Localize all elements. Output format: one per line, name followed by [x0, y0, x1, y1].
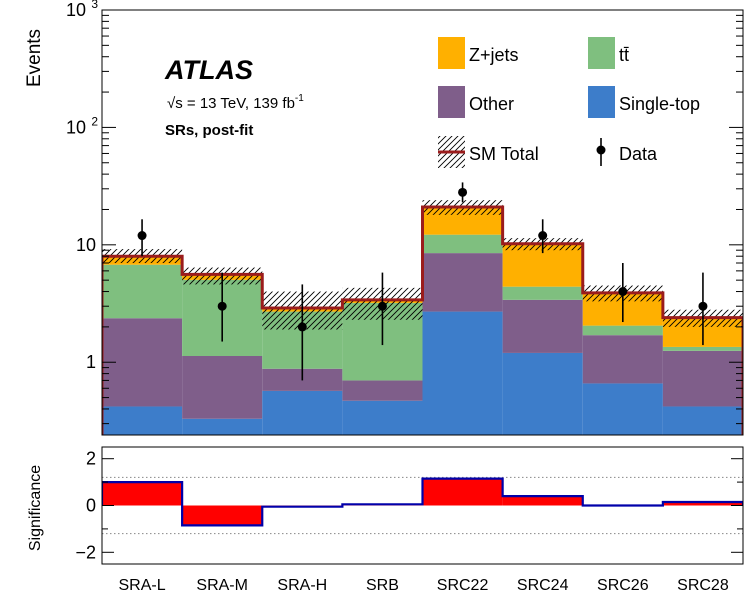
y-tick-label: 10 [76, 235, 96, 255]
sig-y-ticks: −2 0 2 [75, 449, 743, 562]
data-point-3 [377, 301, 387, 311]
bar-other-1 [182, 355, 263, 419]
x-tick-label-src28: SRC28 [677, 577, 729, 594]
data-points [137, 182, 708, 381]
data-point-0 [137, 231, 147, 241]
x-tick-label-src22: SRC22 [437, 577, 489, 594]
data-point-7 [698, 301, 708, 311]
data-point-2 [297, 322, 307, 332]
x-tick-label-srb: SRB [366, 577, 399, 594]
bar-tt--4 [422, 234, 503, 254]
x-tick-label-sra-h: SRA-H [277, 577, 327, 594]
data-point-4 [458, 187, 468, 197]
legend-data-marker [596, 145, 606, 155]
bar-other-3 [342, 380, 423, 401]
bar-single-top-0 [102, 406, 183, 435]
legend-tt--label: tt̄ [619, 45, 629, 65]
legend-tt--swatch [588, 37, 615, 69]
sig-tick-label: 0 [86, 496, 96, 516]
sig-step-line [102, 477, 743, 527]
bar-single-top-7 [662, 406, 743, 435]
main-panel: 1 10 10 2 10 3 Events ATLAS √s = 13 TeV, 139 … [24, 0, 744, 436]
legend: Z+jets tt̄ Other Single-top SM Total Data [438, 37, 700, 168]
atlas-label: ATLAS [164, 55, 253, 85]
legend-other-swatch [438, 86, 465, 118]
significance-panel: −2 0 2 Significance SRA-L SRA-M SRA-H SRB SRC2… [27, 446, 744, 594]
bar-single-top-3 [342, 400, 423, 435]
bar-tt--6 [582, 325, 663, 336]
sig-tick-label: −2 [75, 542, 96, 562]
bar-single-top-1 [182, 418, 263, 435]
sig-bar-7 [662, 501, 743, 506]
y-tick-label: 1 [86, 352, 96, 372]
sig-bar-4 [422, 478, 503, 506]
bar-single-top-5 [502, 352, 583, 435]
x-tick-label-sra-l: SRA-L [119, 577, 166, 594]
sig-bar-0 [102, 482, 183, 506]
legend-data-label: Data [619, 144, 658, 164]
lumi-exponent: -1 [295, 93, 304, 104]
sig-bar-5 [502, 496, 583, 506]
region-label: SRs, post-fit [165, 122, 253, 139]
y-tick-label: 10 [66, 0, 86, 20]
legend-single-top-swatch [588, 86, 615, 118]
sig-bar-1 [182, 505, 263, 526]
bar-single-top-4 [422, 311, 503, 435]
bar-tt--7 [662, 346, 743, 351]
x-tick-labels: SRA-L SRA-M SRA-H SRB SRC22 SRC24 SRC26 SRC28 [119, 577, 729, 594]
sig-tick-label: 2 [86, 449, 96, 469]
bar-tt--5 [502, 286, 583, 300]
legend-other-label: Other [469, 94, 514, 114]
legend-z-jets-label: Z+jets [469, 45, 519, 65]
bar-other-4 [422, 253, 503, 312]
y-axis-label: Events [24, 29, 45, 87]
bar-other-6 [582, 335, 663, 384]
bar-other-7 [662, 350, 743, 407]
bar-single-top-2 [262, 390, 343, 435]
main-y-ticks: 1 10 10 2 10 3 [66, 0, 743, 425]
bar-other-5 [502, 299, 583, 353]
y-tick-exponent: 3 [91, 0, 98, 11]
data-point-5 [538, 231, 548, 241]
legend-sm-total-label: SM Total [469, 144, 539, 164]
bar-single-top-6 [582, 383, 663, 435]
x-tick-label-src26: SRC26 [597, 577, 649, 594]
y-tick-exponent: 2 [91, 114, 98, 128]
stacked-bars [102, 206, 743, 435]
data-point-1 [217, 301, 227, 311]
data-point-6 [618, 287, 628, 297]
energy-lumi-label: √s = 13 TeV, 139 fb-1 [167, 93, 304, 112]
significance-bars [102, 476, 743, 535]
x-tick-label-sra-m: SRA-M [196, 577, 248, 594]
sig-axis-label: Significance [27, 465, 44, 551]
x-tick-label-src24: SRC24 [517, 577, 569, 594]
energy-text: √s = 13 TeV, 139 fb [167, 95, 295, 112]
legend-single-top-label: Single-top [619, 94, 700, 114]
y-tick-label: 10 [66, 117, 86, 137]
sm-total-step-line [102, 205, 743, 435]
legend-z-jets-swatch [438, 37, 465, 69]
sm-total-line [102, 205, 743, 435]
main-plot-frame [101, 9, 744, 436]
bar-tt--0 [102, 264, 183, 319]
